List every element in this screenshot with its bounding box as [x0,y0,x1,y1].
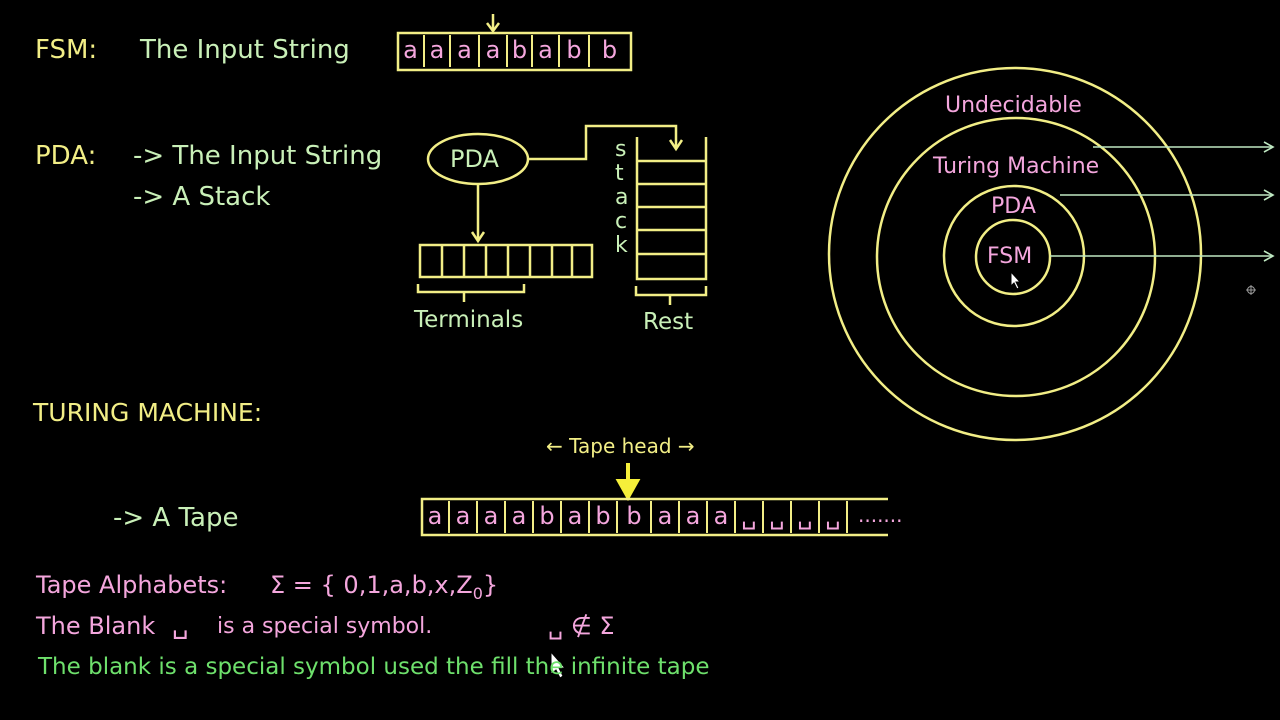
fsm-cell: a [425,35,451,67]
stack-letter: s [615,139,626,161]
tape-head-label: ← Tape head → [546,436,695,456]
terminals-box [420,245,592,277]
blank-prefix: The Blank [36,614,155,638]
pda-item-input: -> The Input String [133,143,382,169]
fsm-cell: a [533,35,560,67]
tape-cell: a [708,501,736,533]
fsm-cell: b [508,35,533,67]
tape-cell: a [680,501,708,533]
blank-suffix: is a special symbol. [217,616,432,638]
stack-letter: t [615,163,624,185]
fsm-label: FSM: [35,37,97,63]
tape-cell: a [562,501,590,533]
tape-cell: b [534,501,562,533]
tm-label: TURING MACHINE: [33,400,262,425]
tape-cell: a [652,501,680,533]
fsm-cell: a [451,35,480,67]
tape-label: -> A Tape [113,505,239,531]
stack-letter: c [615,211,627,233]
alphabets-label: Tape Alphabets: [36,573,227,597]
fsm-cell: b [560,35,590,67]
stack-letter: a [615,187,628,209]
tape-cell: a [478,501,506,533]
tape-cell: a [450,501,478,533]
pda-node-label: PDA [450,147,499,171]
tape-cell: a [422,501,450,533]
fsm-cell: b [590,35,629,67]
tape-cell: ␣ [820,501,848,533]
fsm-text: The Input String [140,37,350,63]
tape-cell: b [590,501,618,533]
hier-pda: PDA [991,196,1036,218]
stack-letter: k [615,235,628,257]
hier-fsm: FSM [987,246,1032,268]
cursor-hand-icon [1011,272,1020,289]
alphabets-subscript: 0 [473,584,483,603]
fsm-cell: a [480,35,508,67]
terminals-label: Terminals [414,309,523,332]
alphabets-sigma: Σ = { 0,1,a,b,x,Z [270,571,473,599]
rest-label: Rest [643,311,693,334]
hier-undecidable: Undecidable [945,95,1082,117]
blank-relation: ␣ ∉ Σ [548,614,615,638]
pda-label: PDA: [35,143,96,169]
tape-dots: ....... [858,505,903,525]
fsm-cell: a [398,35,425,67]
blank-symbol: ␣ [172,612,189,638]
tape-cell: ␣ [736,501,764,533]
tape-cell: ␣ [792,501,820,533]
alphabets-close: } [483,571,498,599]
tape-cell: ␣ [764,501,792,533]
blank-note: The blank is a special symbol used the f… [38,656,709,679]
tape-cell: a [506,501,534,533]
hier-turing: Turing Machine [933,156,1099,178]
pda-item-stack: -> A Stack [133,184,270,210]
tape-cell: b [618,501,652,533]
alphabets-set: Σ = { 0,1,a,b,x,Z0} [270,573,498,602]
